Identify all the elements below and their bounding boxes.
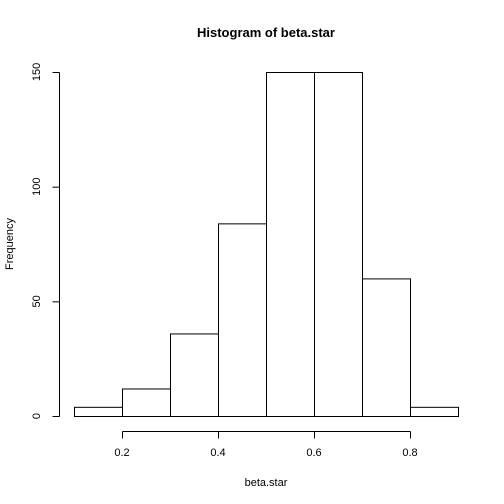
y-tick-label-2: 100: [31, 177, 43, 195]
y-tick-label-0: 0: [31, 413, 43, 419]
x-tick-label-2: 0.6: [306, 447, 321, 459]
bars-group: [74, 72, 459, 418]
y-tick-label-3: 150: [31, 63, 43, 81]
chart-title: Histogram of beta.star: [197, 25, 335, 40]
x-tick-label-1: 0.4: [210, 447, 225, 459]
x-axis: 0.2 0.4 0.6 0.8: [114, 431, 418, 459]
x-axis-label: beta.star: [245, 477, 288, 489]
x-tick-label-3: 0.8: [402, 447, 417, 459]
x-tick-label-0: 0.2: [114, 447, 129, 459]
histogram-bar-6: [362, 278, 411, 417]
histogram-bar-0: [74, 406, 123, 417]
histogram-bar-5: [314, 72, 363, 417]
histogram-bar-1: [122, 388, 171, 418]
y-axis-label: Frequency: [4, 218, 16, 270]
y-axis: 0 50 100 150: [31, 63, 60, 419]
histogram-bar-7: [410, 406, 459, 417]
y-tick-label-1: 50: [31, 295, 43, 307]
histogram-bar-4: [266, 72, 315, 417]
histogram-bar-3: [218, 223, 267, 417]
histogram-bar-2: [170, 333, 219, 417]
